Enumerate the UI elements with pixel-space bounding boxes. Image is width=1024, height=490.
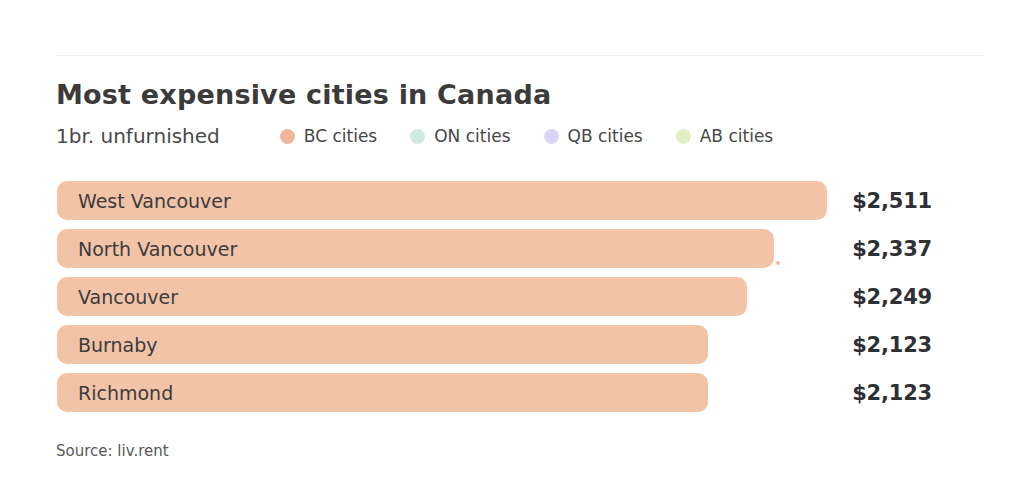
bar-burnaby: Burnaby: [57, 325, 708, 364]
legend-label-qb: QB cities: [568, 126, 643, 146]
bar-row: Vancouver $2,249: [57, 277, 932, 316]
bc-legend-dot-icon: [280, 129, 295, 144]
bar-label: North Vancouver: [78, 238, 237, 260]
ab-legend-dot-icon: [676, 129, 691, 144]
bar-value: $2,511: [852, 189, 932, 213]
bar-row: Burnaby $2,123: [57, 325, 932, 364]
legend-label-ab: AB cities: [700, 126, 773, 146]
bar-vancouver: Vancouver: [57, 277, 747, 316]
bar-row: Richmond $2,123: [57, 373, 932, 412]
chart-subtitle: 1br. unfurnished: [56, 124, 220, 148]
bar-label: Vancouver: [78, 286, 178, 308]
legend-item-bc: BC cities: [280, 126, 377, 146]
bar-value: $2,249: [852, 285, 932, 309]
header: Most expensive cities in Canada 1br. unf…: [56, 79, 1024, 148]
bar-west-vancouver: West Vancouver: [57, 181, 827, 220]
bar-label: Richmond: [78, 382, 173, 404]
legend-item-ab: AB cities: [676, 126, 773, 146]
legend-label-bc: BC cities: [304, 126, 377, 146]
bar-row: North Vancouver $2,337: [57, 229, 932, 268]
qb-legend-dot-icon: [544, 129, 559, 144]
bar-value: $2,123: [852, 333, 932, 357]
bar-chart: West Vancouver $2,511 North Vancouver $2…: [57, 181, 932, 412]
bar-value: $2,123: [852, 381, 932, 405]
bar-label: Burnaby: [78, 334, 158, 356]
bar-richmond: Richmond: [57, 373, 708, 412]
legend: BC cities ON cities QB cities AB cities: [280, 126, 773, 146]
page-title: Most expensive cities in Canada: [56, 79, 1024, 110]
bar-label: West Vancouver: [78, 190, 231, 212]
subtitle-legend-row: 1br. unfurnished BC cities ON cities QB …: [56, 124, 1024, 148]
source-note: Source: liv.rent: [56, 442, 1024, 460]
bar-value: $2,337: [852, 237, 932, 261]
bar-north-vancouver: North Vancouver: [57, 229, 774, 268]
bar-row: West Vancouver $2,511: [57, 181, 932, 220]
legend-label-on: ON cities: [434, 126, 510, 146]
top-divider: [56, 55, 984, 56]
legend-item-qb: QB cities: [544, 126, 643, 146]
on-legend-dot-icon: [410, 129, 425, 144]
legend-item-on: ON cities: [410, 126, 510, 146]
stray-dot: [776, 261, 780, 265]
